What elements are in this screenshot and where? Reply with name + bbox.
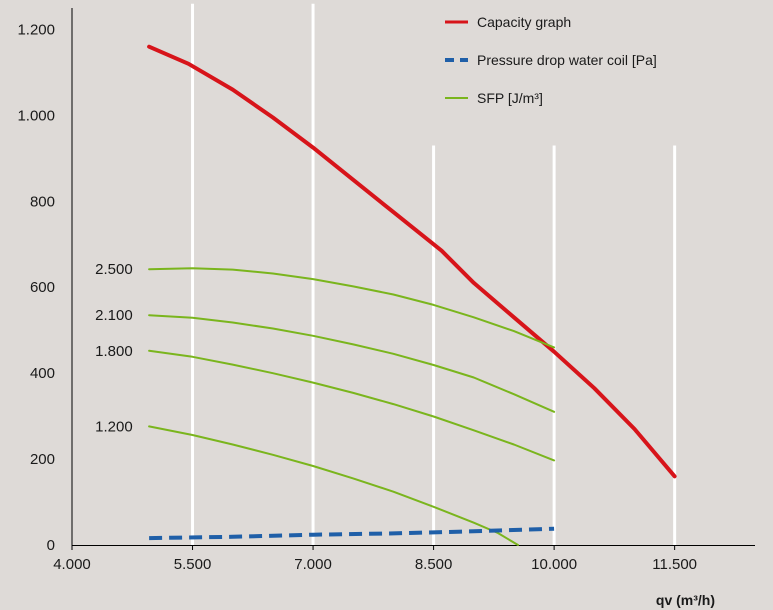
y-tick-label: 1.000 xyxy=(17,107,55,124)
y-tick-label: 0 xyxy=(47,537,55,554)
series-line-pressure-drop-water-coil-pa xyxy=(149,526,555,541)
x-tick-label: 10.000 xyxy=(531,556,577,573)
sfp-curve-label: 2.500 xyxy=(95,261,133,278)
legend-label: Capacity graph xyxy=(477,14,571,30)
y-tick-label: 800 xyxy=(30,193,55,210)
y-tick-label: 400 xyxy=(30,365,55,382)
y-tick-label: 1.200 xyxy=(17,21,55,38)
x-tick-label: 4.000 xyxy=(53,556,91,573)
sfp-curve-label: 1.200 xyxy=(95,418,133,435)
legend-label: Pressure drop water coil [Pa] xyxy=(477,52,657,68)
series-line-sfp-1-200 xyxy=(148,425,519,546)
curve-labels: 2.500 2.100 1.800 1.200 xyxy=(95,261,133,435)
y-tick-label: 600 xyxy=(30,279,55,296)
series-line-sfp-1-800 xyxy=(148,349,556,462)
sfp-curve-label: 2.100 xyxy=(95,307,133,324)
series-line-sfp-2-500 xyxy=(148,267,556,349)
gridlines xyxy=(191,3,677,545)
legend: Capacity graph Pressure drop water coil [… xyxy=(445,14,657,106)
axes xyxy=(71,8,755,546)
x-tick-label: 7.000 xyxy=(294,556,332,573)
tick-labels: 0 200 400 600 800 1.000 1.200 4.000 5.500 7.000 8.… xyxy=(17,21,697,573)
series-line-capacity-graph xyxy=(147,44,677,479)
series-line-sfp-2-100 xyxy=(148,314,556,413)
x-tick-label: 11.500 xyxy=(652,556,697,573)
x-tick-label: 5.500 xyxy=(174,556,212,573)
series xyxy=(147,44,677,546)
y-tick-label: 200 xyxy=(30,451,55,468)
x-tick-label: 8.500 xyxy=(415,556,453,573)
legend-label: SFP [J/m³] xyxy=(477,90,543,106)
x-axis-label: qv (m³/h) xyxy=(656,592,715,608)
sfp-curve-label: 1.800 xyxy=(95,343,133,360)
